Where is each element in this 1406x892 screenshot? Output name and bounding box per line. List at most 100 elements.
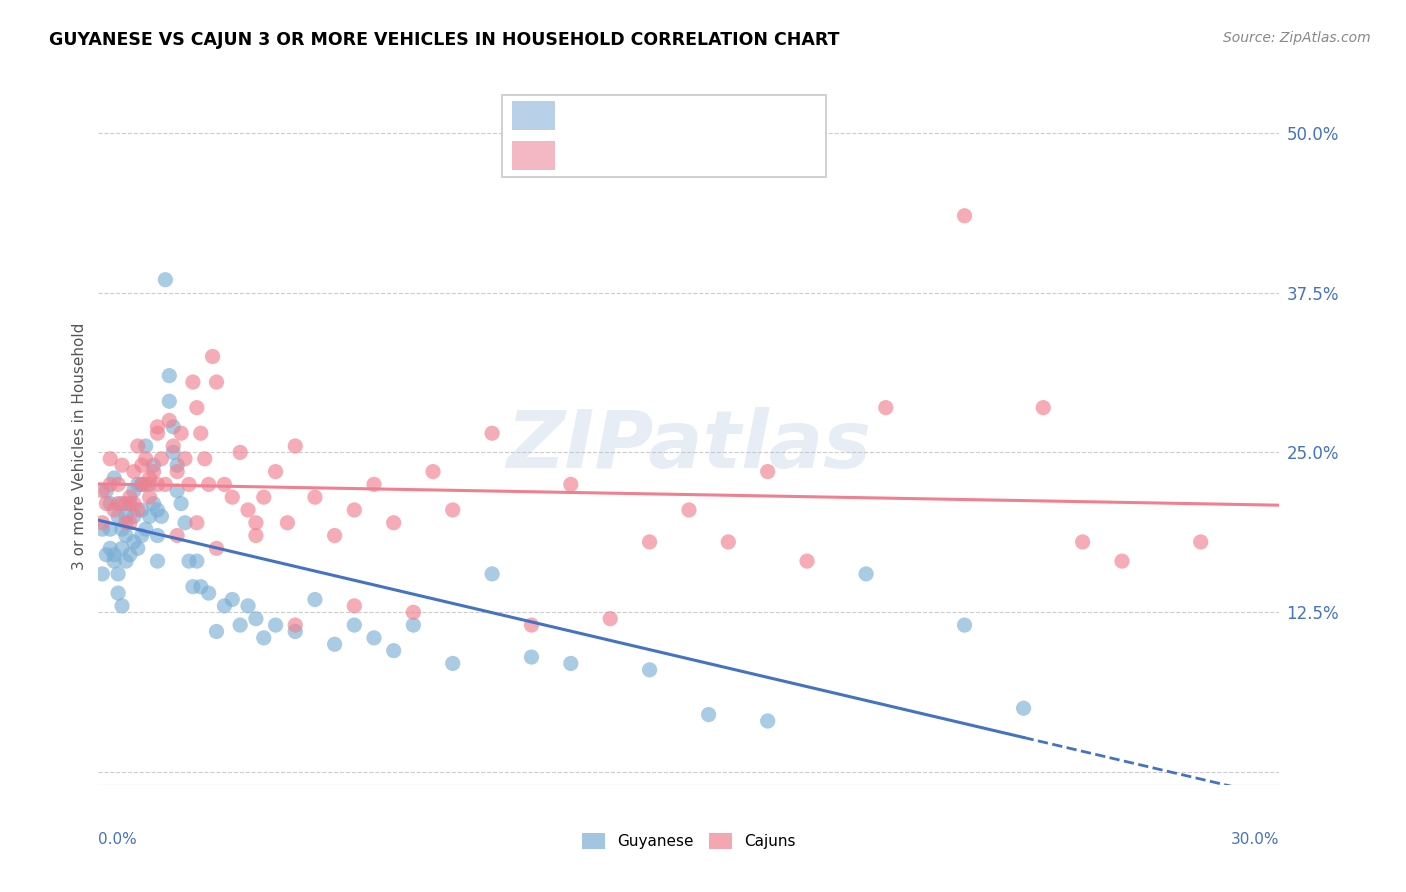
Point <box>122 483 145 498</box>
Point <box>115 509 138 524</box>
Point <box>756 465 779 479</box>
Point <box>205 541 228 556</box>
Point <box>221 490 243 504</box>
FancyBboxPatch shape <box>512 141 555 169</box>
Point <box>638 535 661 549</box>
Point <box>118 497 141 511</box>
Point <box>135 451 157 466</box>
Point <box>197 477 219 491</box>
Point <box>91 566 114 581</box>
Point <box>107 586 129 600</box>
Point <box>177 477 200 491</box>
Point <box>855 566 877 581</box>
Point <box>194 451 217 466</box>
Point <box>697 707 720 722</box>
Point <box>756 714 779 728</box>
Point <box>111 541 134 556</box>
Point <box>190 426 212 441</box>
Point <box>304 592 326 607</box>
Point <box>98 477 121 491</box>
Point <box>135 439 157 453</box>
Point <box>166 528 188 542</box>
Point <box>150 509 173 524</box>
Point <box>1012 701 1035 715</box>
Point <box>236 599 259 613</box>
Point <box>1032 401 1054 415</box>
Point <box>146 554 169 568</box>
Point <box>138 490 160 504</box>
FancyBboxPatch shape <box>512 102 555 130</box>
Point <box>107 477 129 491</box>
Point <box>170 426 193 441</box>
Point <box>638 663 661 677</box>
Point <box>875 401 897 415</box>
Point <box>229 445 252 459</box>
Point <box>96 497 118 511</box>
Point <box>107 566 129 581</box>
Point <box>166 483 188 498</box>
Point <box>245 516 267 530</box>
Point <box>146 528 169 542</box>
Point <box>284 618 307 632</box>
Point <box>186 554 208 568</box>
Point <box>214 477 236 491</box>
Point <box>174 451 197 466</box>
Point <box>174 516 197 530</box>
Text: N =: N = <box>710 146 749 164</box>
Point <box>98 497 121 511</box>
Point <box>229 618 252 632</box>
Point <box>190 580 212 594</box>
Point <box>135 477 157 491</box>
Point <box>177 554 200 568</box>
Point <box>422 465 444 479</box>
Point <box>343 503 366 517</box>
Point <box>162 439 184 453</box>
Point <box>157 394 180 409</box>
Point <box>122 465 145 479</box>
Point <box>253 490 276 504</box>
Point <box>284 439 307 453</box>
Point <box>717 535 740 549</box>
Point <box>115 554 138 568</box>
Legend: Guyanese, Cajuns: Guyanese, Cajuns <box>576 827 801 855</box>
Point <box>155 477 177 491</box>
Point <box>103 554 125 568</box>
Point <box>170 497 193 511</box>
Point <box>599 612 621 626</box>
Point <box>138 509 160 524</box>
Point <box>166 458 188 473</box>
Point <box>201 350 224 364</box>
Point <box>221 592 243 607</box>
Point <box>236 503 259 517</box>
Point <box>1189 535 1212 549</box>
Text: -0.316: -0.316 <box>619 107 681 125</box>
Point <box>91 516 114 530</box>
Point <box>146 503 169 517</box>
Point <box>127 541 149 556</box>
Point <box>103 548 125 562</box>
Point <box>146 419 169 434</box>
Point <box>363 477 385 491</box>
Point <box>157 413 180 427</box>
Point <box>1071 535 1094 549</box>
Point <box>205 375 228 389</box>
Point <box>98 541 121 556</box>
Point <box>678 503 700 517</box>
Point <box>323 637 346 651</box>
Point <box>953 209 976 223</box>
Point <box>157 368 180 383</box>
Point <box>343 618 366 632</box>
Point <box>98 522 121 536</box>
Point <box>245 528 267 542</box>
Point <box>146 426 169 441</box>
Point <box>96 548 118 562</box>
Point <box>107 509 129 524</box>
Point <box>953 618 976 632</box>
Point <box>284 624 307 639</box>
Point <box>131 477 153 491</box>
Text: ZIPatlas: ZIPatlas <box>506 407 872 485</box>
Point <box>131 503 153 517</box>
Point <box>276 516 298 530</box>
Point <box>186 401 208 415</box>
Point <box>135 522 157 536</box>
